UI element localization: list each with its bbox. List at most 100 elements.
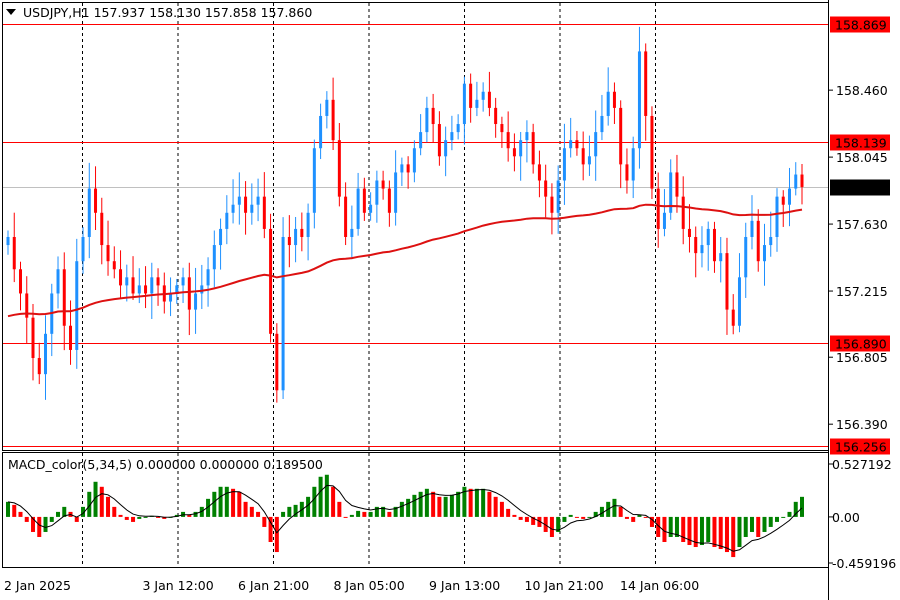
price-tick-label: 156.390	[836, 417, 888, 432]
candle-body	[62, 269, 66, 326]
candle-body	[344, 196, 348, 237]
macd-histogram-bar	[637, 514, 642, 517]
macd-histogram-bar	[624, 516, 629, 519]
macd-histogram-bar	[62, 506, 67, 517]
candle-body	[600, 115, 604, 133]
macd-histogram-bar	[143, 516, 148, 518]
level-badge-label: 158.139	[835, 136, 887, 151]
candle-body	[106, 245, 110, 262]
macd-histogram-bar	[518, 516, 523, 520]
triangle-down-icon[interactable]	[6, 9, 16, 15]
candle-body	[675, 172, 679, 197]
macd-histogram-bar	[249, 506, 254, 517]
macd-tick-label: 0.00	[832, 510, 860, 525]
candle-body	[169, 293, 173, 302]
macd-histogram-bar	[462, 486, 467, 517]
candle-body	[494, 107, 498, 125]
candle-body	[119, 269, 123, 286]
candle-body	[294, 228, 298, 246]
candle-body	[469, 83, 473, 108]
macd-histogram-bar	[74, 516, 79, 522]
candle-body	[12, 236, 16, 270]
chart-title: USDJPY,H1 157.937 158.130 157.858 157.86…	[23, 5, 312, 20]
macd-histogram-bar	[631, 516, 636, 522]
candle-body	[731, 309, 735, 326]
macd-histogram-bar	[587, 516, 592, 518]
macd-histogram-bar	[556, 516, 561, 532]
macd-histogram-bar	[56, 511, 61, 517]
candle-body	[312, 148, 316, 213]
macd-histogram-bar	[93, 481, 98, 517]
macd-histogram-bar	[474, 488, 479, 517]
price-tick-label: 158.460	[836, 83, 888, 98]
macd-histogram-bar	[537, 516, 542, 527]
macd-histogram-bar	[374, 506, 379, 517]
macd-histogram-bar	[287, 506, 292, 517]
candle-body	[31, 317, 35, 359]
candle-body	[419, 132, 423, 149]
horizontal-levels[interactable]	[3, 24, 828, 447]
candle-body	[725, 253, 729, 310]
macd-histogram-bar	[712, 516, 717, 548]
macd-histogram-bar	[224, 486, 229, 517]
candle-body	[662, 212, 666, 229]
candle-body	[650, 115, 654, 189]
macd-histogram-bar	[506, 508, 511, 517]
candle-body	[269, 228, 273, 334]
macd-histogram-bar	[49, 516, 54, 522]
macd-histogram-bar	[6, 501, 10, 517]
macd-histogram-bar	[31, 516, 36, 532]
macd-histogram-bar	[668, 516, 673, 537]
candle-body	[450, 132, 454, 141]
macd-histogram-bar	[306, 496, 311, 517]
macd-histogram-bar	[387, 511, 392, 517]
macd-histogram-bar	[599, 506, 604, 517]
macd-histogram-bar	[349, 514, 354, 517]
macd-histogram-bar	[268, 516, 273, 543]
candle-body	[750, 220, 754, 237]
candle-body	[275, 333, 279, 391]
macd-histogram-bar	[693, 516, 698, 548]
time-tick-label: 2 Jan 2025	[4, 578, 71, 593]
macd-histogram-bar	[493, 496, 498, 517]
macd-histogram-bar	[649, 516, 654, 527]
candle-body	[131, 277, 135, 294]
time-tick-label: 3 Jan 12:00	[143, 578, 214, 593]
candle-body	[144, 285, 148, 294]
candle-body	[6, 236, 10, 246]
level-badge-label: 156.890	[835, 337, 887, 352]
candle-body	[775, 196, 779, 237]
macd-histogram-bar	[743, 516, 748, 537]
candle-body	[425, 107, 429, 133]
candle-body	[37, 358, 41, 375]
candle-body	[787, 188, 791, 205]
macd-histogram-bar	[793, 501, 798, 517]
candles	[6, 26, 804, 403]
candle-body	[181, 277, 185, 286]
time-tick-label: 10 Jan 21:00	[525, 578, 604, 593]
macd-histogram-bar	[768, 516, 773, 527]
candle-body	[387, 188, 391, 213]
macd-histogram-bar	[343, 516, 348, 518]
macd-histogram-bar	[274, 516, 279, 553]
macd-histogram-bar	[381, 506, 386, 517]
candle-body	[212, 245, 216, 270]
candle-body	[506, 132, 510, 149]
macd-histogram-bar	[456, 491, 461, 517]
candle-body	[606, 91, 610, 116]
macd-histogram-bar	[481, 488, 486, 517]
macd-histogram-bar	[281, 511, 286, 517]
candle-body	[619, 107, 623, 165]
macd-histogram-bar	[237, 491, 242, 517]
candle-body	[644, 51, 648, 116]
candle-body	[756, 220, 760, 262]
macd-histogram-bar	[137, 516, 142, 519]
candle-body	[794, 174, 798, 189]
macd-histogram-bar	[412, 494, 417, 517]
price-tick-label: 158.045	[836, 150, 888, 165]
time-tick-label: 14 Jan 06:00	[620, 578, 699, 593]
candle-body	[487, 91, 491, 108]
macd-histogram-bar	[618, 506, 623, 517]
candle-body	[719, 253, 723, 262]
